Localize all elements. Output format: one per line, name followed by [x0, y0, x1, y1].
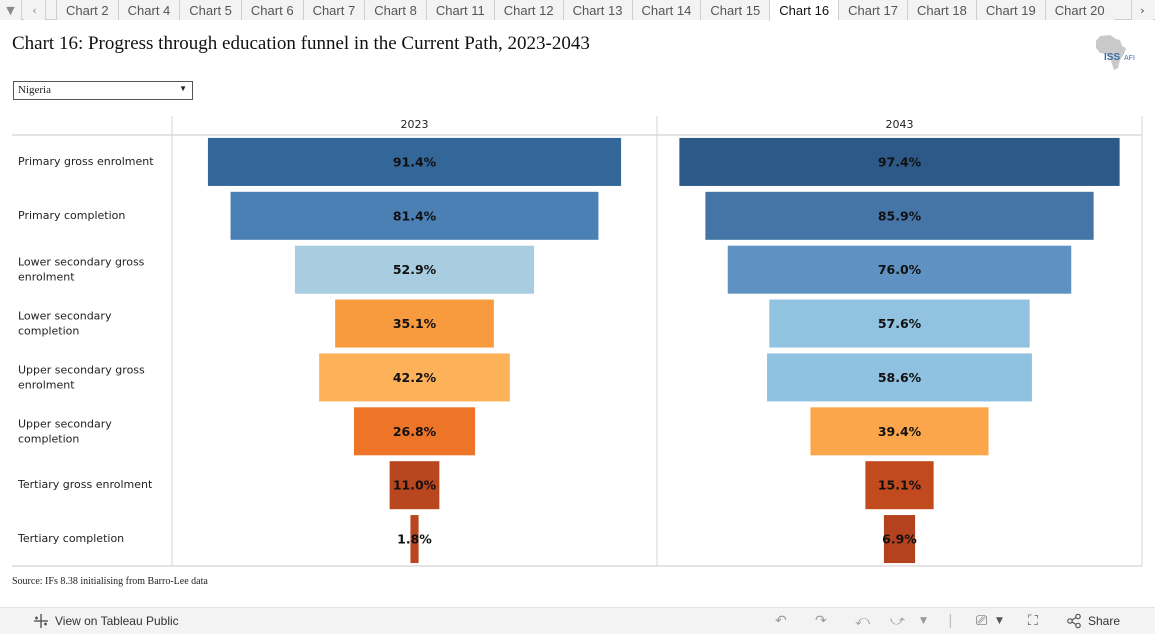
series-header: 2023: [401, 118, 429, 131]
data-label: 15.1%: [878, 478, 922, 493]
share-button[interactable]: Share: [1066, 613, 1120, 629]
funnel-bar[interactable]: [335, 299, 494, 348]
tab-chart-16[interactable]: Chart 16: [769, 0, 839, 21]
data-label: 85.9%: [878, 208, 922, 223]
funnel-bar[interactable]: [410, 515, 419, 564]
data-label: 81.4%: [393, 208, 437, 223]
data-label: 57.6%: [878, 316, 922, 331]
category-label: Lower secondary completion: [18, 310, 112, 338]
refresh-icon[interactable]: ⤻: [890, 613, 905, 629]
tab-chart-11[interactable]: Chart 11: [425, 0, 494, 20]
funnel-bar[interactable]: [769, 299, 1030, 348]
caret-down-icon[interactable]: ▼: [920, 616, 927, 626]
funnel-bar[interactable]: [679, 137, 1120, 186]
undo-icon[interactable]: ↶: [775, 613, 787, 629]
tableau-icon: [34, 614, 48, 628]
data-label: 76.0%: [878, 262, 922, 277]
chevron-left-icon[interactable]: ‹: [24, 0, 46, 20]
tab-chart-7[interactable]: Chart 7: [302, 0, 365, 20]
tab-chart-20[interactable]: Chart 20: [1044, 0, 1114, 20]
tab-chart-2[interactable]: Chart 2: [56, 0, 118, 20]
country-select[interactable]: Nigeria ▼: [13, 81, 193, 100]
tab-chart-12[interactable]: Chart 12: [493, 0, 563, 20]
caret-down-icon: ▼: [179, 84, 187, 93]
tab-chart-18[interactable]: Chart 18: [907, 0, 976, 20]
tab-chart-15[interactable]: Chart 15: [700, 0, 770, 20]
funnel-bar[interactable]: [389, 461, 440, 510]
logo-subtext: AFI: [1124, 55, 1135, 62]
tab-chart-5[interactable]: Chart 5: [179, 0, 241, 20]
data-label: 35.1%: [393, 316, 437, 331]
category-label: Primary completion: [18, 209, 125, 222]
fullscreen-icon[interactable]: ⛶: [1028, 613, 1038, 629]
toolbar-divider: |: [948, 613, 953, 629]
funnel-bar[interactable]: [207, 137, 622, 186]
tab-chart-13[interactable]: Chart 13: [562, 0, 632, 20]
funnel-bar[interactable]: [865, 461, 934, 510]
tab-chart-8[interactable]: Chart 8: [364, 0, 426, 20]
country-select-value: Nigeria: [18, 84, 51, 96]
caret-down-icon[interactable]: ▼: [996, 616, 1003, 626]
tab-list: Chart 2 Chart 4 Chart 5 Chart 6 Chart 7 Chart…: [56, 0, 1114, 21]
iss-africa-logo: ISS AFI: [1088, 32, 1138, 72]
tab-chart-14[interactable]: Chart 14: [631, 0, 701, 20]
funnel-bar[interactable]: [883, 515, 916, 564]
revert-icon[interactable]: ⤺: [855, 613, 870, 629]
category-label: Lower secondary gross enrolment: [18, 256, 145, 284]
share-label: Share: [1088, 614, 1121, 628]
funnel-bar[interactable]: [767, 353, 1032, 402]
download-icon[interactable]: ⎚: [976, 613, 988, 629]
data-label: 42.2%: [393, 370, 437, 385]
funnel-bar[interactable]: [353, 407, 476, 456]
tab-chart-6[interactable]: Chart 6: [240, 0, 303, 20]
tab-chart-19[interactable]: Chart 19: [975, 0, 1045, 20]
data-label: 11.0%: [393, 478, 437, 493]
funnel-bar[interactable]: [705, 191, 1094, 240]
data-label: 1.8%: [397, 532, 432, 547]
funnel-bar[interactable]: [294, 245, 535, 294]
share-icon: [1067, 613, 1081, 629]
category-label: Tertiary completion: [17, 532, 124, 545]
bottom-toolbar: View on Tableau Public ↶ ↷ ⤺ ⤻ ▼ | ⎚ ▼ ⛶…: [0, 607, 1155, 634]
series-header: 2043: [886, 118, 914, 131]
funnel-bar[interactable]: [319, 353, 510, 402]
category-label: Upper secondary gross enrolment: [18, 363, 145, 391]
data-label: 52.9%: [393, 262, 437, 277]
tab-chart-17[interactable]: Chart 17: [838, 0, 907, 20]
caret-down-icon[interactable]: ▼: [0, 0, 22, 20]
view-on-tableau-public-label: View on Tableau Public: [55, 614, 179, 628]
funnel-bar[interactable]: [230, 191, 599, 240]
tab-chart-4[interactable]: Chart 4: [117, 0, 180, 20]
page-title: Chart 16: Progress through education fun…: [12, 33, 590, 54]
view-on-tableau-public-button[interactable]: View on Tableau Public: [33, 613, 179, 629]
logo-text: ISS: [1104, 52, 1120, 63]
data-label: 6.9%: [882, 532, 917, 547]
chevron-right-icon[interactable]: ›: [1131, 0, 1153, 20]
data-label: 91.4%: [393, 154, 437, 169]
source-note: Source: IFs 8.38 initialising from Barro…: [12, 576, 208, 587]
redo-icon[interactable]: ↷: [815, 613, 827, 629]
data-label: 97.4%: [878, 154, 922, 169]
category-label: Primary gross enrolment: [18, 155, 154, 168]
category-label: Tertiary gross enrolment: [17, 478, 153, 491]
data-label: 39.4%: [878, 424, 922, 439]
data-label: 58.6%: [878, 370, 922, 385]
funnel-bar[interactable]: [727, 245, 1072, 294]
data-label: 26.8%: [393, 424, 437, 439]
education-funnel-chart: Primary gross enrolment Primary completio…: [12, 116, 1143, 567]
funnel-bar[interactable]: [810, 407, 989, 456]
category-label: Upper secondary completion: [18, 417, 112, 445]
